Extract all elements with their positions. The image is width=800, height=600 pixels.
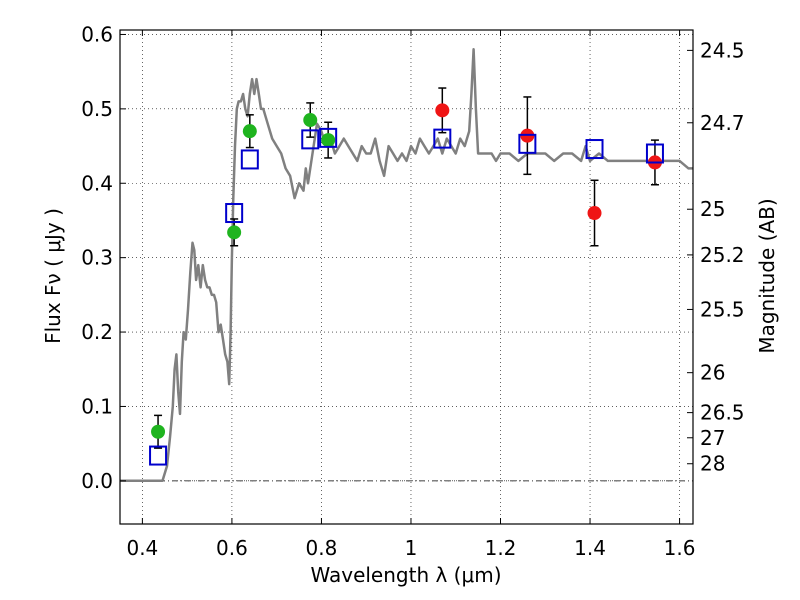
points-layer xyxy=(149,103,664,466)
data-point-circle xyxy=(321,133,336,148)
right-tick-label: 27 xyxy=(700,426,725,450)
data-point-square xyxy=(240,149,259,170)
data-point-square xyxy=(433,128,452,149)
y-tick-label: 0.3 xyxy=(81,246,113,270)
right-tick-label: 25 xyxy=(700,197,725,221)
data-point-square xyxy=(518,133,537,154)
x-tick-label: 1.6 xyxy=(664,536,696,560)
x-axis-label: Wavelength λ (μm) xyxy=(310,563,501,587)
data-point-square xyxy=(585,139,604,160)
x-tick-label: 1 xyxy=(405,536,418,560)
data-point-circle xyxy=(227,225,242,240)
y-tick-label: 0.5 xyxy=(81,97,113,121)
data-point-square xyxy=(301,129,320,150)
y-tick-label: 0.4 xyxy=(81,171,113,195)
tick-labels-layer: 0.4 0.6 0.8 1 1.2 1.4 1.6 0.0 0.1 0.2 0.3 0.4 0.5 0.6… xyxy=(81,22,744,560)
x-tick-label: 0.6 xyxy=(216,536,248,560)
data-point-square xyxy=(225,203,244,224)
data-point-circle xyxy=(435,103,450,118)
x-tick-label: 1.2 xyxy=(485,536,517,560)
data-point-square xyxy=(149,445,168,466)
y-tick-label: 0.1 xyxy=(81,394,113,418)
data-point-square xyxy=(645,143,664,164)
x-tick-label: 0.4 xyxy=(126,536,158,560)
right-tick-label: 26 xyxy=(700,361,725,385)
data-point-circle xyxy=(587,206,602,221)
right-tick-label: 24.5 xyxy=(700,38,745,62)
right-tick-label: 28 xyxy=(700,452,725,476)
plot-frame xyxy=(119,29,694,525)
y-tick-label: 0.0 xyxy=(81,469,113,493)
right-tick-label: 24.7 xyxy=(700,111,745,135)
data-point-circle xyxy=(242,124,257,139)
data-point-circle xyxy=(303,113,318,128)
right-tick-label: 26.5 xyxy=(700,401,745,425)
x-tick-label: 0.8 xyxy=(306,536,338,560)
data-point-circle xyxy=(151,424,166,439)
y-tick-label: 0.2 xyxy=(81,320,113,344)
x-tick-label: 1.4 xyxy=(574,536,606,560)
y-axis-label: Flux Fν ( μJy ) xyxy=(41,208,65,344)
ticks-layer xyxy=(120,30,693,524)
right-tick-label: 25.5 xyxy=(700,297,745,321)
y-tick-label: 0.6 xyxy=(81,22,113,46)
right-axis-label: Magnitude (AB) xyxy=(755,198,779,353)
right-tick-label: 25.2 xyxy=(700,243,745,267)
data-point-square xyxy=(319,127,338,148)
